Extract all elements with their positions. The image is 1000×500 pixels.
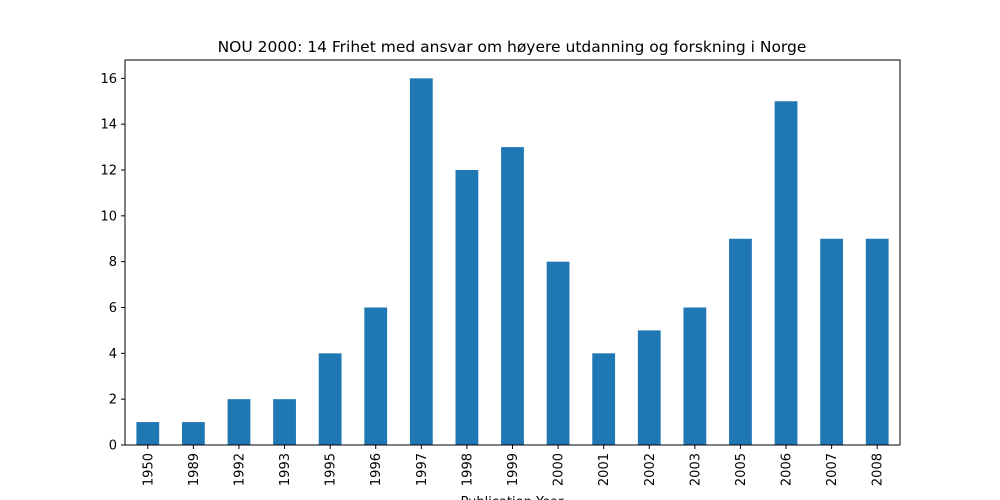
x-tick-label: 1999 xyxy=(506,453,521,486)
y-tick-label: 2 xyxy=(109,393,117,408)
y-tick-label: 16 xyxy=(100,72,117,87)
bar xyxy=(501,147,524,446)
y-tick-label: 10 xyxy=(100,209,117,224)
bar xyxy=(546,261,570,445)
chart-title: NOU 2000: 14 Frihet med ansvar om høyere… xyxy=(218,38,807,56)
bar xyxy=(820,238,844,445)
bar xyxy=(683,307,707,445)
bar xyxy=(227,399,251,445)
bar xyxy=(409,78,433,445)
y-tick-label: 14 xyxy=(100,118,117,133)
x-tick-label: 1989 xyxy=(187,453,202,486)
y-tick-label: 12 xyxy=(100,164,117,179)
bar xyxy=(364,307,388,445)
x-tick-label: 1992 xyxy=(232,453,247,486)
x-tick-label: 2007 xyxy=(825,453,840,486)
bar xyxy=(729,238,752,445)
x-tick-label: 2000 xyxy=(552,453,567,486)
bar xyxy=(774,101,798,445)
x-tick-label: 1950 xyxy=(141,453,156,486)
bar xyxy=(181,422,205,445)
y-tick-label: 0 xyxy=(109,439,117,454)
bar xyxy=(592,353,616,445)
y-tick-label: 8 xyxy=(109,255,117,270)
y-tick-label: 4 xyxy=(109,347,117,362)
x-tick-label: 2001 xyxy=(597,453,612,486)
x-tick-label: 1995 xyxy=(324,453,339,486)
x-tick-label: 1993 xyxy=(278,453,293,486)
x-tick-label: 2006 xyxy=(780,453,795,486)
x-axis-label: Publication Year xyxy=(461,495,565,500)
bar xyxy=(318,353,342,445)
bar xyxy=(637,330,661,445)
x-tick-label: 1997 xyxy=(415,453,430,486)
bar xyxy=(136,422,160,445)
bar xyxy=(273,399,296,445)
x-tick-label: 1998 xyxy=(460,453,475,486)
bar xyxy=(865,238,889,445)
x-tick-label: 1996 xyxy=(369,453,384,486)
x-tick-label: 2002 xyxy=(643,453,658,486)
plot-frame xyxy=(124,59,901,446)
x-tick-label: 2003 xyxy=(688,453,703,486)
y-tick-label: 6 xyxy=(109,301,117,316)
bar xyxy=(455,170,479,445)
x-tick-label: 2008 xyxy=(871,453,886,486)
x-tick-label: 2005 xyxy=(734,453,749,486)
